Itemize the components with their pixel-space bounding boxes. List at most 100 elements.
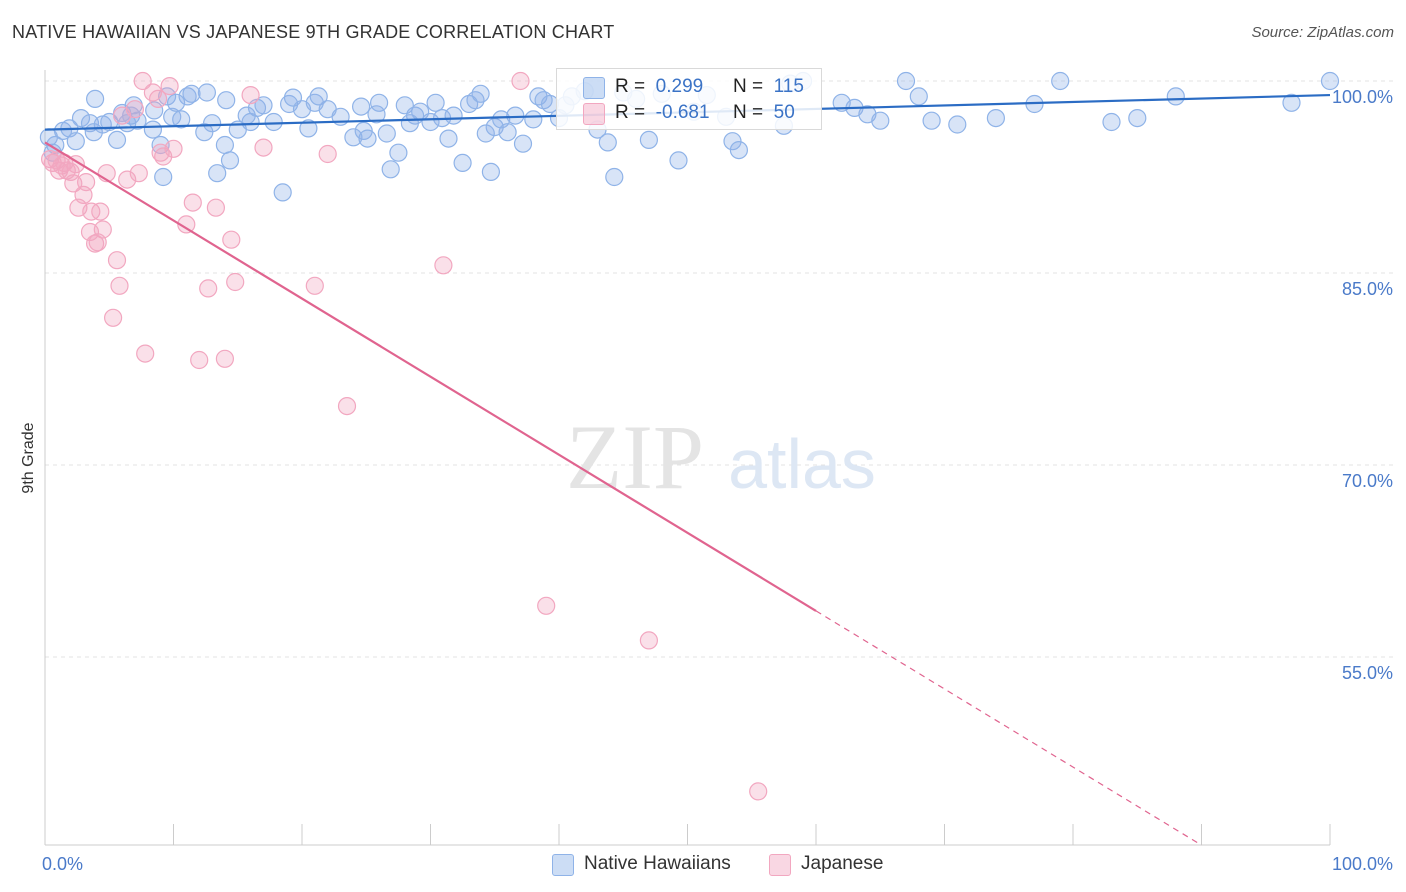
- point-native-hawaiian: [476, 124, 495, 143]
- point-native-hawaiian: [107, 130, 127, 149]
- point-native-hawaiian: [1166, 87, 1185, 106]
- grid-lines: [45, 80, 1395, 658]
- legend-swatch-native-hawaiians: [583, 77, 605, 99]
- point-native-hawaiian: [197, 83, 216, 102]
- point-japanese: [337, 397, 357, 416]
- point-native-hawaiian: [299, 119, 318, 138]
- axis-labels: 100.0% 85.0% 70.0% 55.0% 0.0% 100.0% 9th Grade: [20, 87, 1393, 874]
- point-native-hawaiian: [524, 110, 543, 129]
- y-tick-label: 100.0%: [1332, 87, 1393, 107]
- point-native-hawaiian: [46, 135, 65, 155]
- point-japanese: [91, 202, 110, 221]
- point-native-hawaiian: [471, 84, 490, 103]
- point-japanese: [226, 272, 245, 292]
- point-native-hawaiian: [85, 89, 105, 109]
- point-native-hawaiian: [729, 141, 749, 160]
- point-native-hawaiian: [220, 151, 240, 170]
- point-native-hawaiian: [605, 167, 624, 187]
- y-tick-label: 55.0%: [1342, 663, 1393, 683]
- r-label: R =: [615, 102, 646, 123]
- point-native-hawaiian: [381, 160, 400, 179]
- point-japanese: [52, 156, 71, 175]
- watermark-atlas: atlas: [728, 425, 876, 503]
- y-tick-label: 70.0%: [1342, 471, 1393, 491]
- trend-line-japanese: [44, 141, 817, 612]
- point-native-hawaiian: [986, 108, 1006, 128]
- point-native-hawaiian: [598, 133, 617, 152]
- n-value: 115: [773, 76, 804, 97]
- point-native-hawaiian: [871, 111, 890, 130]
- point-native-hawaiian: [182, 84, 201, 103]
- point-native-hawaiian: [453, 153, 472, 172]
- x-tick-label: 100.0%: [1332, 854, 1393, 874]
- watermark-zip: ZIP: [566, 406, 704, 508]
- point-native-hawaiian: [145, 101, 164, 120]
- source-label: Source: ZipAtlas.com: [1251, 24, 1394, 41]
- point-native-hawaiian: [389, 143, 408, 162]
- point-native-hawaiian: [358, 129, 377, 148]
- point-japanese: [749, 782, 768, 801]
- point-native-hawaiian: [922, 111, 941, 130]
- trend-line-japanese-extrapolated: [815, 610, 1202, 846]
- n-label: N =: [732, 102, 764, 123]
- y-axis-title: 9th Grade: [20, 422, 37, 493]
- point-native-hawaiian: [669, 151, 688, 170]
- axes: [44, 70, 1331, 846]
- point-japanese: [537, 596, 556, 615]
- point-japanese: [154, 147, 173, 166]
- point-native-hawaiian: [167, 93, 186, 112]
- point-japanese: [107, 251, 127, 270]
- point-japanese: [511, 71, 530, 91]
- point-native-hawaiian: [513, 134, 533, 153]
- point-native-hawaiian: [377, 124, 396, 143]
- correlation-legend: R = 0.299 N = 115 R = -0.681 N = 50: [556, 68, 822, 130]
- point-native-hawaiian: [498, 123, 517, 142]
- point-japanese: [254, 138, 273, 157]
- chart-title: NATIVE HAWAIIAN VS JAPANESE 9TH GRADE CO…: [12, 22, 615, 42]
- point-native-hawaiian: [444, 106, 463, 125]
- point-japanese: [118, 170, 137, 189]
- point-native-hawaiian: [309, 87, 328, 106]
- point-native-hawaiian: [1320, 71, 1340, 91]
- point-japanese: [164, 139, 183, 158]
- point-native-hawaiian: [723, 132, 742, 151]
- n-value: 50: [773, 102, 795, 123]
- point-japanese: [241, 85, 260, 105]
- point-japanese: [199, 279, 218, 298]
- x-tick-label: 0.0%: [42, 854, 83, 874]
- point-native-hawaiian: [639, 130, 659, 149]
- legend-row-japanese: R = -0.681 N = 50: [615, 102, 795, 124]
- point-native-hawaiian: [344, 128, 363, 147]
- point-native-hawaiian: [203, 114, 222, 133]
- point-japanese: [125, 100, 144, 119]
- point-japanese: [206, 198, 225, 217]
- point-japanese: [160, 76, 179, 96]
- y-tick-label: 85.0%: [1342, 279, 1393, 299]
- point-native-hawaiian: [1102, 112, 1121, 132]
- point-japanese: [129, 164, 148, 183]
- point-native-hawaiian: [172, 110, 191, 129]
- legend-row-native-hawaiians: R = 0.299 N = 115: [615, 76, 804, 98]
- watermark: ZIP atlas: [566, 406, 876, 508]
- point-japanese: [76, 173, 96, 192]
- point-native-hawaiian: [421, 112, 440, 132]
- point-native-hawaiian: [352, 97, 371, 116]
- point-japanese: [434, 256, 453, 275]
- point-japanese: [318, 144, 337, 164]
- point-japanese: [110, 276, 129, 295]
- point-native-hawaiian: [1128, 108, 1147, 128]
- point-native-hawaiian: [506, 106, 525, 125]
- legend-label: Japanese: [801, 853, 884, 874]
- point-japanese: [93, 220, 112, 239]
- r-value: 0.299: [655, 76, 704, 97]
- point-japanese: [66, 155, 85, 174]
- point-native-hawaiian: [217, 91, 236, 110]
- point-japanese: [222, 230, 241, 249]
- point-native-hawaiian: [71, 108, 91, 128]
- point-native-hawaiian: [254, 96, 273, 115]
- point-japanese: [149, 89, 168, 109]
- point-japanese: [190, 350, 209, 370]
- point-japanese: [103, 308, 123, 327]
- point-native-hawaiian: [948, 115, 967, 134]
